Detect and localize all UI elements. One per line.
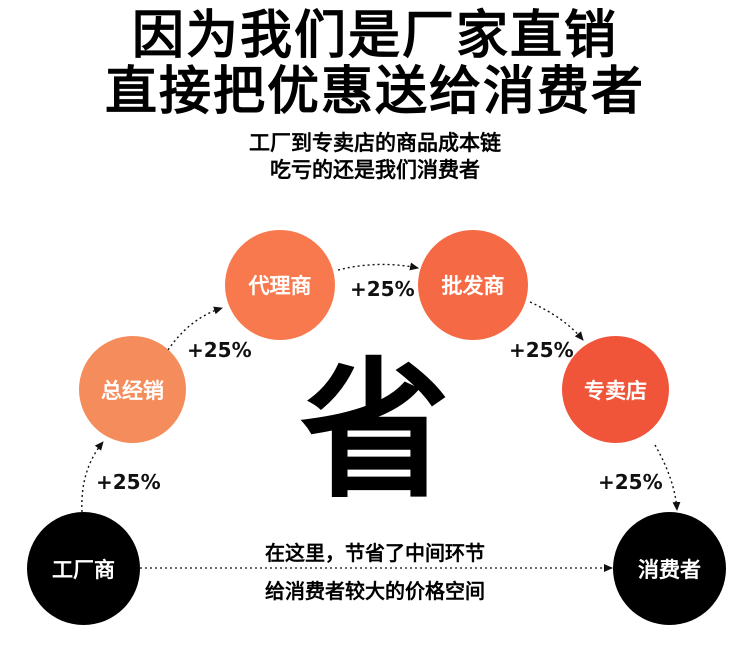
save-character: 省 (300, 345, 451, 519)
agent-node: 代理商 (225, 230, 335, 340)
arrow-distributor-to-agent (167, 306, 223, 351)
consumer-node: 消费者 (613, 512, 726, 625)
factory-node: 工厂商 (27, 512, 140, 625)
markup-factory-to-distributor: +25% (96, 470, 161, 494)
store-node: 专卖店 (562, 336, 669, 443)
arrow-agent-to-wholesaler (337, 262, 419, 271)
headline-line-1: 因为我们是厂家直销 (131, 6, 618, 66)
subtitle-line-2: 吃亏的还是我们消费者 (270, 158, 480, 182)
wholesaler-label: 批发商 (441, 274, 505, 298)
wholesaler-node: 批发商 (418, 230, 528, 340)
savings-note-line-1: 在这里，节省了中间环节 (265, 541, 485, 565)
savings-note-line-2: 给消费者较大的价格空间 (265, 579, 485, 603)
agent-label: 代理商 (248, 274, 312, 298)
headline-line-2: 直接把优惠送给消费者 (104, 62, 645, 122)
arrow-wholesaler-to-store (529, 301, 584, 341)
factory-label: 工厂商 (52, 557, 115, 582)
markup-wholesaler-to-store: +25% (509, 338, 574, 362)
consumer-label: 消费者 (638, 557, 701, 582)
markup-agent-to-wholesaler: +25% (350, 277, 415, 301)
distributor-node: 总经销 (79, 336, 186, 443)
store-label: 专卖店 (584, 378, 647, 403)
subtitle-line-1: 工厂到专卖店的商品成本链 (249, 131, 501, 155)
markup-distributor-to-agent: +25% (187, 338, 252, 362)
distributor-label: 总经销 (101, 378, 164, 403)
markup-store-to-consumer: +25% (598, 470, 663, 494)
